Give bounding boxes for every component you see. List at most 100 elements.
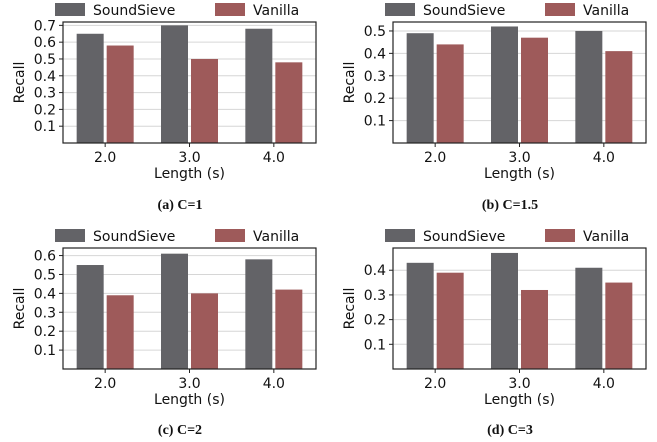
y-tick-label: 0.5 (364, 24, 386, 40)
bar-soundsieve-2.0 (76, 265, 104, 369)
x-tick-label: 4.0 (263, 376, 285, 392)
legend-label: Vanilla (253, 3, 299, 19)
caption-tag: (d) (487, 423, 505, 438)
caption-tag: (a) (157, 198, 174, 213)
bar-vanilla-4.0 (275, 62, 303, 144)
y-tick-label: 0.3 (364, 69, 386, 85)
x-tick-label: 4.0 (593, 150, 615, 166)
y-tick-label: 0.1 (364, 337, 386, 353)
bar-vanilla-4.0 (605, 51, 633, 143)
legend-label: SoundSieve (93, 229, 175, 245)
legend-swatch (385, 3, 415, 16)
y-tick-label: 0.1 (364, 114, 386, 130)
bar-soundsieve-2.0 (406, 262, 434, 369)
y-axis-label: Recall (12, 62, 28, 104)
bar-vanilla-2.0 (436, 44, 464, 143)
chart-panel-d: SoundSieve Vanilla 0.1 0.2 0.3 0.4 2.0 3.0 4.0 Le… (342, 229, 647, 408)
legend-label: SoundSieve (423, 3, 505, 19)
y-axis-label: Recall (12, 288, 28, 330)
y-tick-label: 0.6 (34, 35, 56, 51)
y-tick-label: 0.5 (34, 267, 56, 283)
caption-b: (b) C=1.5 (380, 198, 640, 214)
bar-soundsieve-3.0 (161, 253, 188, 369)
y-tick-label: 0.3 (34, 305, 56, 321)
y-tick-label: 0.2 (34, 324, 56, 340)
legend: SoundSieve Vanilla (385, 3, 629, 19)
caption-text: C=3 (507, 423, 533, 438)
legend-label: Vanilla (253, 229, 299, 245)
legend: SoundSieve Vanilla (55, 229, 299, 245)
y-tick-label: 0.4 (34, 69, 56, 85)
x-tick-label: 2.0 (424, 150, 446, 166)
caption-text: C=1 (177, 198, 203, 213)
legend-swatch (215, 229, 245, 242)
bar-vanilla-4.0 (275, 289, 303, 369)
bar-soundsieve-2.0 (406, 33, 434, 143)
x-axis-label: Length (s) (484, 166, 555, 182)
bar-vanilla-3.0 (191, 58, 218, 143)
bar-soundsieve-4.0 (575, 267, 603, 369)
x-tick-label: 3.0 (178, 150, 200, 166)
y-tick-label: 0.3 (364, 288, 386, 304)
chart-panel-c: SoundSieve Vanilla 0.1 0.2 0.3 0.4 0.5 0.6 2.0 3.… (12, 229, 317, 408)
y-tick-label: 0.1 (34, 343, 56, 359)
legend-swatch (545, 3, 575, 16)
bar-soundsieve-4.0 (575, 30, 603, 143)
y-tick-label: 0.4 (364, 46, 386, 62)
y-tick-label: 0.4 (34, 286, 56, 302)
legend-swatch (215, 3, 245, 16)
x-axis-label: Length (s) (154, 392, 225, 408)
x-tick-label: 3.0 (178, 376, 200, 392)
legend-swatch (385, 229, 415, 242)
y-tick-label: 0.6 (34, 249, 56, 265)
x-tick-label: 3.0 (508, 150, 530, 166)
caption-tag: (c) (157, 423, 174, 438)
bar-soundsieve-4.0 (245, 259, 273, 369)
x-tick-label: 2.0 (94, 376, 116, 392)
bar-vanilla-2.0 (106, 45, 134, 143)
x-axis-label: Length (s) (154, 166, 225, 182)
x-tick-label: 2.0 (424, 376, 446, 392)
legend: SoundSieve Vanilla (55, 3, 299, 19)
y-tick-label: 0.7 (34, 18, 56, 34)
y-tick-label: 0.2 (34, 102, 56, 118)
y-tick-label: 0.1 (34, 119, 56, 135)
bar-vanilla-3.0 (521, 289, 548, 369)
legend-label: SoundSieve (93, 3, 175, 19)
caption-a: (a) C=1 (50, 198, 310, 214)
legend-swatch (55, 3, 85, 16)
bar-vanilla-3.0 (521, 37, 548, 144)
bar-vanilla-2.0 (106, 295, 134, 369)
x-tick-label: 3.0 (508, 376, 530, 392)
chart-panel-a: SoundSieve Vanilla 0.10.20.30.40.50.60.7 2.… (12, 3, 317, 182)
y-tick-label: 0.2 (364, 313, 386, 329)
y-tick-label: 0.5 (34, 52, 56, 68)
y-tick-label: 0.2 (364, 91, 386, 107)
caption-d: (d) C=3 (380, 423, 640, 439)
bar-soundsieve-2.0 (76, 33, 104, 144)
legend: SoundSieve Vanilla (385, 229, 629, 245)
legend-swatch (55, 229, 85, 242)
bar-vanilla-2.0 (436, 272, 464, 369)
x-tick-label: 2.0 (94, 150, 116, 166)
bar-soundsieve-3.0 (491, 26, 518, 143)
bar-soundsieve-3.0 (491, 252, 518, 369)
legend-swatch (545, 229, 575, 242)
y-axis-label: Recall (342, 288, 358, 330)
caption-c: (c) C=2 (50, 423, 310, 439)
caption-text: C=2 (176, 423, 203, 438)
legend-label: Vanilla (583, 229, 629, 245)
caption-text: C=1.5 (502, 198, 539, 213)
y-tick-label: 0.3 (34, 86, 56, 102)
bar-soundsieve-4.0 (245, 28, 273, 143)
x-tick-label: 4.0 (593, 376, 615, 392)
y-axis-label: Recall (342, 62, 358, 104)
bar-vanilla-3.0 (191, 293, 218, 369)
legend-label: SoundSieve (423, 229, 505, 245)
caption-tag: (b) (481, 198, 500, 213)
y-tick-label: 0.4 (364, 263, 386, 279)
chart-panel-b: SoundSieve Vanilla 0.1 0.2 0.3 0.4 0.5 2.0 3.0 4.… (342, 3, 647, 182)
bar-soundsieve-3.0 (161, 25, 188, 143)
x-axis-label: Length (s) (484, 392, 555, 408)
legend-label: Vanilla (583, 3, 629, 19)
